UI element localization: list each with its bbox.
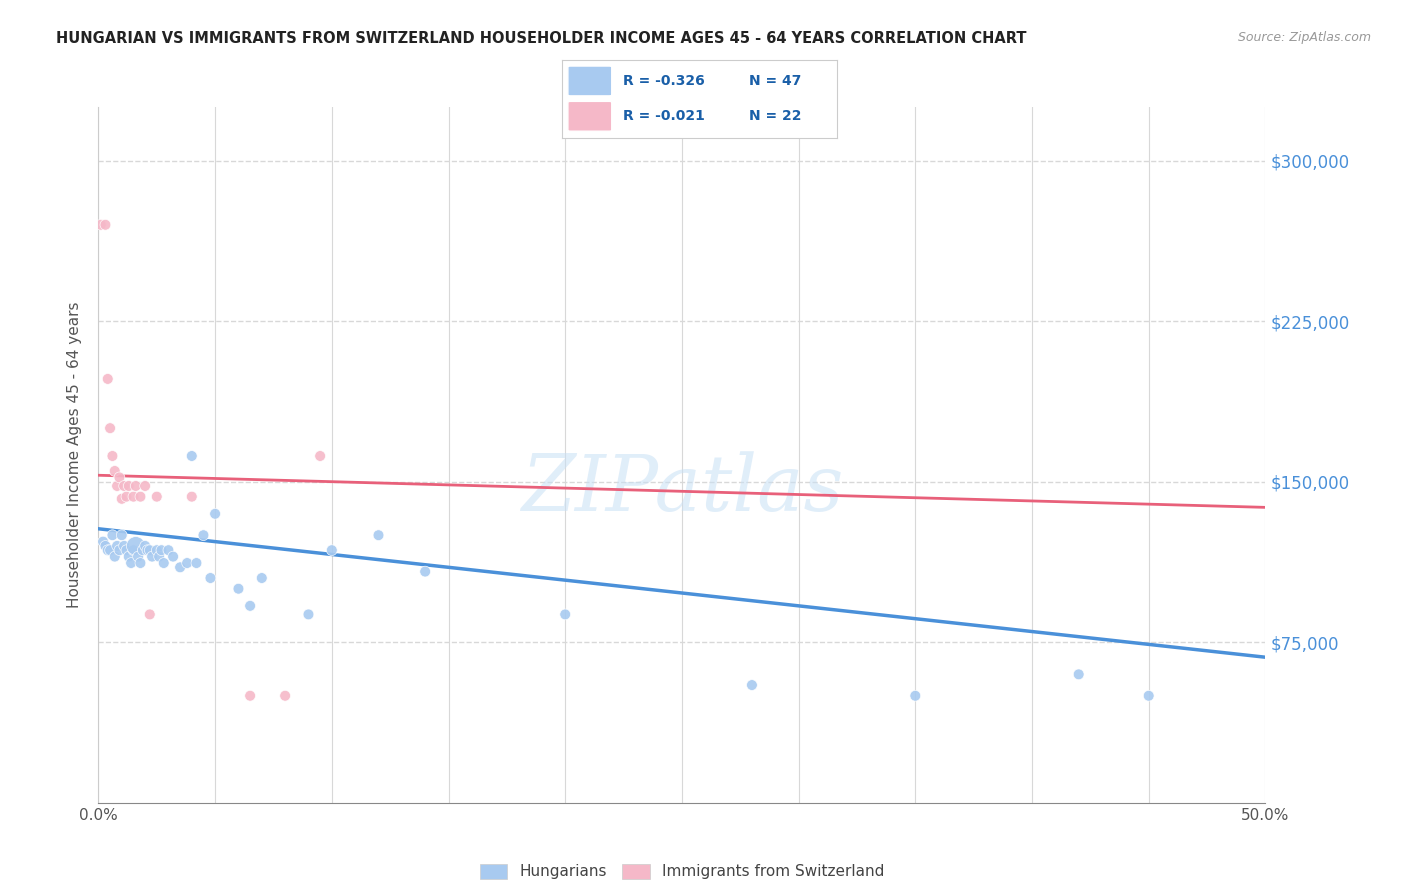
Point <box>122 543 145 558</box>
Point <box>94 539 117 553</box>
Point <box>239 689 262 703</box>
Point <box>139 607 162 622</box>
Point <box>97 543 120 558</box>
Point <box>169 560 191 574</box>
Point <box>309 449 332 463</box>
Point <box>176 556 198 570</box>
Text: ZIPatlas: ZIPatlas <box>520 451 844 528</box>
Point <box>101 449 124 463</box>
FancyBboxPatch shape <box>568 66 612 95</box>
Point <box>104 464 127 478</box>
Point <box>193 528 215 542</box>
Point <box>129 490 152 504</box>
Point <box>105 539 128 553</box>
Point <box>150 543 173 558</box>
Point <box>125 479 148 493</box>
Point <box>129 556 152 570</box>
Point <box>98 421 121 435</box>
Point <box>105 479 128 493</box>
Point <box>104 549 127 564</box>
Point <box>250 571 273 585</box>
Point <box>239 599 262 613</box>
Point <box>111 528 134 542</box>
Point <box>148 549 170 564</box>
Point <box>413 565 436 579</box>
Point <box>162 549 184 564</box>
Point <box>108 470 131 484</box>
Point <box>112 539 135 553</box>
Point <box>120 556 142 570</box>
Point <box>125 539 148 553</box>
Point <box>146 490 169 504</box>
Point <box>98 543 121 558</box>
Text: N = 22: N = 22 <box>749 110 801 123</box>
Point <box>228 582 250 596</box>
Point <box>111 491 134 506</box>
Point <box>186 556 208 570</box>
Point <box>297 607 319 622</box>
Point <box>115 490 138 504</box>
Point <box>94 218 117 232</box>
Point <box>146 543 169 558</box>
Text: HUNGARIAN VS IMMIGRANTS FROM SWITZERLAND HOUSEHOLDER INCOME AGES 45 - 64 YEARS C: HUNGARIAN VS IMMIGRANTS FROM SWITZERLAND… <box>56 31 1026 46</box>
Legend: Hungarians, Immigrants from Switzerland: Hungarians, Immigrants from Switzerland <box>474 857 890 886</box>
Point <box>108 543 131 558</box>
Point <box>91 534 114 549</box>
Text: R = -0.326: R = -0.326 <box>623 74 704 88</box>
Point <box>97 372 120 386</box>
Point <box>367 528 389 542</box>
Y-axis label: Householder Income Ages 45 - 64 years: Householder Income Ages 45 - 64 years <box>67 301 83 608</box>
Point <box>321 543 343 558</box>
Point <box>118 549 141 564</box>
Point <box>90 218 112 232</box>
Point <box>180 449 202 463</box>
Point <box>904 689 927 703</box>
Point <box>1067 667 1090 681</box>
Point <box>101 528 124 542</box>
Point <box>115 543 138 558</box>
Text: N = 47: N = 47 <box>749 74 801 88</box>
Point <box>139 543 162 558</box>
Point <box>112 479 135 493</box>
Text: Source: ZipAtlas.com: Source: ZipAtlas.com <box>1237 31 1371 45</box>
Point <box>132 543 155 558</box>
Point <box>554 607 576 622</box>
Point <box>204 507 226 521</box>
Text: R = -0.021: R = -0.021 <box>623 110 704 123</box>
Point <box>134 479 156 493</box>
Point <box>134 539 156 553</box>
Point <box>157 543 180 558</box>
Point <box>122 490 145 504</box>
Point <box>118 479 141 493</box>
Point <box>180 490 202 504</box>
Point <box>274 689 297 703</box>
Point <box>1137 689 1160 703</box>
Point <box>127 549 149 564</box>
Point <box>741 678 763 692</box>
Point <box>152 556 174 570</box>
Point <box>141 549 163 564</box>
Point <box>200 571 222 585</box>
FancyBboxPatch shape <box>568 102 612 131</box>
Point <box>136 543 159 558</box>
